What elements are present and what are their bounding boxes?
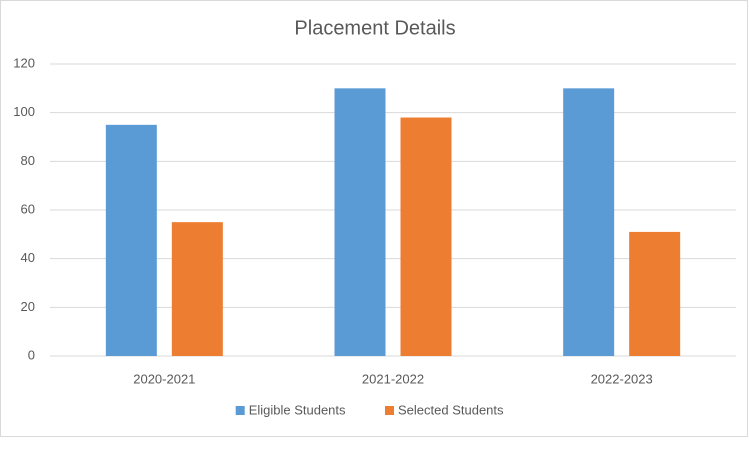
legend-label: Eligible Students: [249, 402, 346, 417]
y-tick-label: 40: [21, 250, 35, 265]
y-tick-label: 100: [13, 104, 35, 119]
bar: [334, 88, 386, 356]
bar: [171, 222, 223, 356]
y-tick-label: 60: [21, 201, 35, 216]
x-tick-label: 2021-2022: [362, 371, 424, 386]
y-tick-label: 120: [13, 55, 35, 70]
y-tick-label: 0: [28, 347, 35, 362]
x-tick-label: 2020-2021: [133, 371, 195, 386]
legend-label: Selected Students: [398, 402, 504, 417]
bar: [105, 124, 157, 356]
bar: [629, 231, 681, 356]
x-tick-label: 2022-2023: [591, 371, 653, 386]
chart-title: Placement Details: [294, 17, 455, 39]
legend-swatch: [385, 406, 394, 415]
bar: [563, 88, 615, 356]
y-tick-label: 80: [21, 153, 35, 168]
y-tick-label: 20: [21, 299, 35, 314]
legend-swatch: [235, 406, 245, 415]
bar: [400, 117, 452, 357]
